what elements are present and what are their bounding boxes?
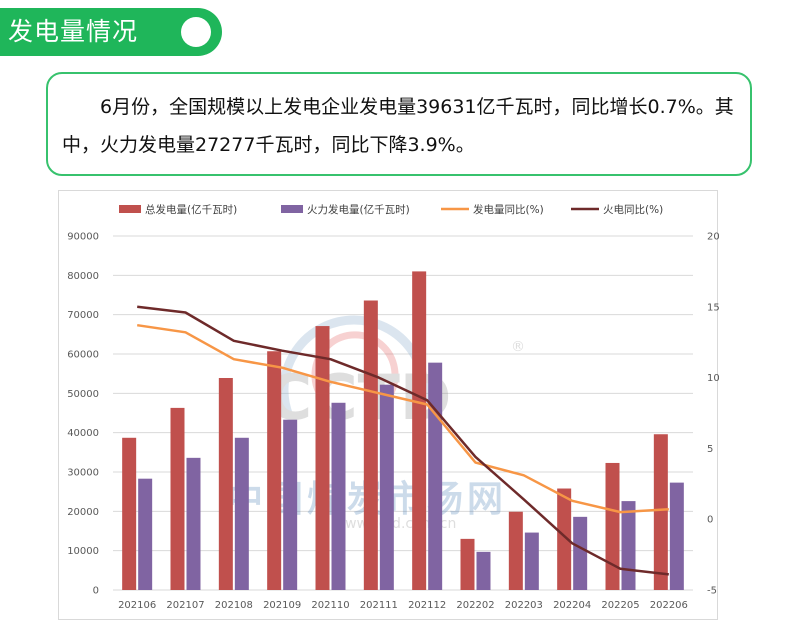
watermark-inner-arc-icon xyxy=(311,331,399,398)
x-tick-label: 202205 xyxy=(601,600,639,611)
legend-total-label: 总发电量(亿千瓦时) xyxy=(145,203,237,216)
y-right-tick-label: 5 xyxy=(707,444,713,455)
total-generation-bar xyxy=(315,326,330,590)
lines xyxy=(137,305,669,576)
watermark-registered-mark: ® xyxy=(511,339,525,355)
chart-frame: CCTD ® 中国煤炭市场网 www.cctd.com.cn 010000200… xyxy=(58,190,719,620)
y-right-tick-label: 15 xyxy=(707,302,719,313)
legend-thermal-label: 火力发电量(亿千瓦时) xyxy=(307,203,410,216)
thermal-generation-bar xyxy=(186,457,201,590)
thermal-generation-bar xyxy=(379,384,394,590)
y-left-tick-label: 10000 xyxy=(67,546,99,557)
y-right-tick-label: 10 xyxy=(707,373,719,384)
total-generation-bar xyxy=(460,538,475,590)
total-generation-bar xyxy=(218,377,233,590)
summary-box: 6月份，全国规模以上发电企业发电量39631亿千瓦时，同比增长0.7%。其中，火… xyxy=(46,72,752,176)
legend-thermal-swatch xyxy=(281,205,303,213)
legend-total-swatch xyxy=(119,205,141,213)
x-tick-label: 202204 xyxy=(553,600,591,611)
x-tick-label: 202107 xyxy=(166,600,204,611)
total-generation-bar xyxy=(170,407,185,590)
x-tick-label: 202206 xyxy=(650,600,688,611)
x-tick-label: 202110 xyxy=(311,600,349,611)
x-tick-label: 202203 xyxy=(505,600,543,611)
y-left-tick-label: 50000 xyxy=(67,389,99,400)
x-tick-label: 202108 xyxy=(215,600,253,611)
y-right-tick-label: 0 xyxy=(707,515,713,526)
section-title-tab: 发电量情况 xyxy=(0,8,222,56)
total-generation-bar xyxy=(267,351,282,590)
y-left-tick-label: 90000 xyxy=(67,232,99,243)
section-title: 发电量情况 xyxy=(8,17,139,46)
y-left-tick-label: 30000 xyxy=(67,468,99,479)
legend-thermal-yoy-label: 火电同比(%) xyxy=(603,203,663,216)
x-tick-label: 202109 xyxy=(263,600,301,611)
x-tick-label: 202111 xyxy=(360,600,398,611)
thermal-generation-bar xyxy=(331,402,346,590)
y-right-tick-label: 20 xyxy=(707,232,719,243)
legend-total-yoy-label: 发电量同比(%) xyxy=(473,203,544,216)
thermal-generation-bar xyxy=(476,551,491,590)
thermal-generation-bar xyxy=(283,419,298,590)
total-generation-bar xyxy=(412,271,427,590)
thermal-generation-bar xyxy=(573,516,588,590)
thermal-generation-bar xyxy=(524,532,539,590)
summary-text: 6月份，全国规模以上发电企业发电量39631亿千瓦时，同比增长0.7%。其中，火… xyxy=(62,96,734,156)
thermal-generation-bar xyxy=(621,501,636,590)
total-generation-bar xyxy=(508,511,523,590)
total-generation-bar xyxy=(653,434,668,590)
total-yoy-line xyxy=(137,323,669,514)
y-left-tick-label: 70000 xyxy=(67,310,99,321)
y-left-tick-label: 0 xyxy=(93,586,99,597)
power-generation-chart: CCTD ® 中国煤炭市场网 www.cctd.com.cn 010000200… xyxy=(67,203,719,612)
y-left-tick-label: 60000 xyxy=(67,350,99,361)
legend: 总发电量(亿千瓦时) 火力发电量(亿千瓦时) 发电量同比(%) 火电同比(%) xyxy=(119,203,663,216)
total-generation-bar xyxy=(557,488,572,590)
y-left-tick-label: 40000 xyxy=(67,428,99,439)
y-left-tick-label: 20000 xyxy=(67,507,99,518)
x-tick-label: 202106 xyxy=(118,600,156,611)
thermal-generation-bar xyxy=(138,478,153,590)
y-left-tick-label: 80000 xyxy=(67,271,99,282)
thermal-generation-bar xyxy=(428,362,443,590)
x-tick-label: 202202 xyxy=(456,600,494,611)
thermal-generation-bar xyxy=(234,437,249,590)
y-right-tick-label: -5 xyxy=(707,586,717,597)
bars xyxy=(122,271,684,590)
total-generation-bar xyxy=(122,437,137,590)
title-circle-icon xyxy=(181,17,211,47)
thermal-generation-bar xyxy=(669,482,684,590)
total-generation-bar xyxy=(363,300,378,590)
axes: 0 10000 20000 30000 40000 50000 60000 70000 8000… xyxy=(67,232,719,612)
x-tick-label: 202112 xyxy=(408,600,446,611)
total-generation-bar xyxy=(605,462,620,590)
thermal-yoy-line xyxy=(137,305,669,576)
grid-lines xyxy=(113,235,693,591)
